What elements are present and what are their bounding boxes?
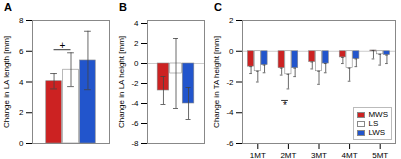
svg-text:Change in LA height [mm]: Change in LA height [mm]: [117, 36, 126, 128]
svg-text:3MT: 3MT: [311, 151, 327, 159]
html-text:MWS: MWS: [368, 110, 388, 119]
svg-text:0: 0: [229, 47, 234, 56]
svg-text:4MT: 4MT: [342, 151, 358, 159]
svg-text:0: 0: [134, 59, 139, 68]
svg-text:2: 2: [134, 39, 139, 48]
svg-text:2MT: 2MT: [280, 151, 296, 159]
html-text:C: C: [214, 1, 222, 13]
svg-text:4: 4: [19, 78, 24, 87]
svg-text:0: 0: [19, 139, 24, 148]
svg-text:Change in LA length [mm]: Change in LA length [mm]: [2, 36, 11, 128]
html-text:A: A: [4, 1, 12, 13]
svg-text:-2: -2: [131, 79, 139, 88]
svg-text:6: 6: [19, 47, 24, 56]
svg-text:2: 2: [19, 108, 24, 117]
svg-text:-4: -4: [226, 108, 234, 117]
html-text:B: B: [119, 1, 127, 13]
svg-text:-8: -8: [131, 139, 139, 148]
svg-text:*: *: [283, 100, 287, 111]
svg-text:-4: -4: [131, 99, 139, 108]
svg-text:4: 4: [134, 19, 139, 28]
svg-text:-6: -6: [131, 119, 139, 128]
svg-text:8: 8: [19, 16, 24, 25]
svg-text:2: 2: [229, 16, 234, 25]
svg-text:Change in TA height [mm]: Change in TA height [mm]: [212, 36, 221, 128]
svg-text:1MT: 1MT: [250, 151, 266, 159]
html-text:LS: LS: [368, 119, 379, 128]
svg-text:5MT: 5MT: [372, 151, 388, 159]
svg-text:+: +: [60, 40, 66, 51]
svg-text:-6: -6: [226, 139, 234, 148]
html-text:LWS: LWS: [368, 128, 386, 137]
svg-text:-2: -2: [226, 78, 234, 87]
